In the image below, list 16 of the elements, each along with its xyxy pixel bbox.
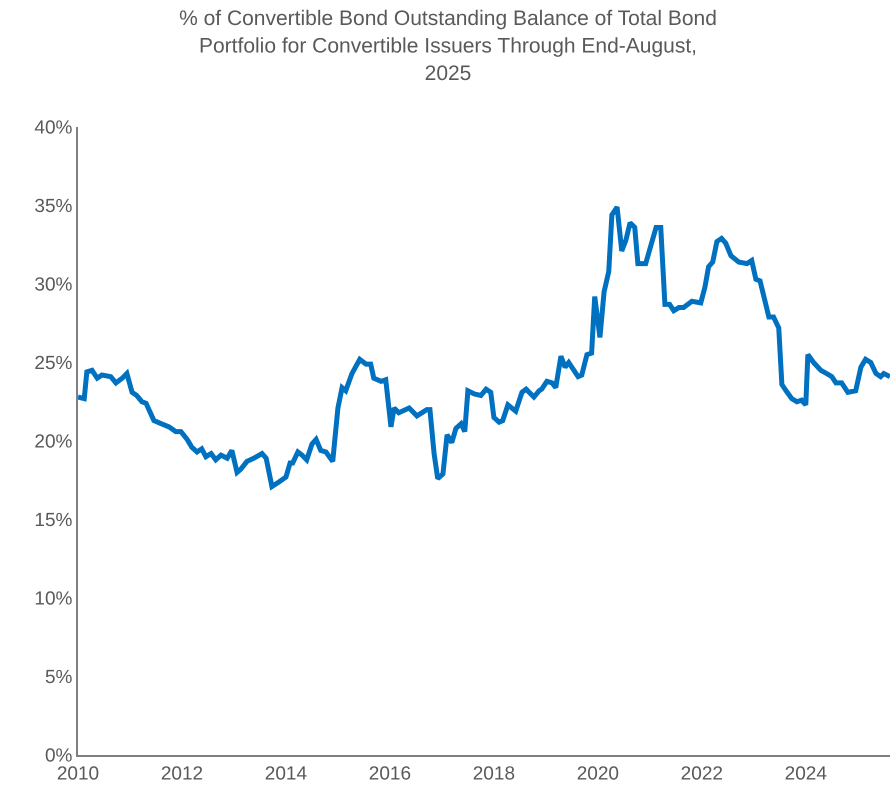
chart-title: % of Convertible Bond Outstanding Balance of Total Bond Portfolio for Convertible Issuers Through End-August, 2025 — [179, 7, 717, 85]
x-tick-label: 2018 — [472, 764, 516, 785]
y-tick-label: 10% — [34, 588, 73, 610]
y-tick-label: 25% — [34, 353, 73, 374]
x-tick-label: 2014 — [264, 764, 308, 785]
x-tick-label: 2024 — [784, 764, 828, 785]
x-tick-label: 2022 — [680, 764, 723, 785]
x-tick-label: 2016 — [368, 764, 412, 785]
y-tick-label: 5% — [44, 667, 73, 688]
y-tick-label: 40% — [34, 118, 73, 139]
x-tick-label: 2012 — [160, 764, 204, 785]
y-tick-label: 30% — [34, 274, 73, 296]
x-tick-label: 2020 — [576, 764, 619, 785]
y-tick-label: 20% — [34, 432, 73, 453]
y-tick-label: 15% — [34, 510, 73, 532]
y-tick-label: 35% — [34, 196, 73, 218]
